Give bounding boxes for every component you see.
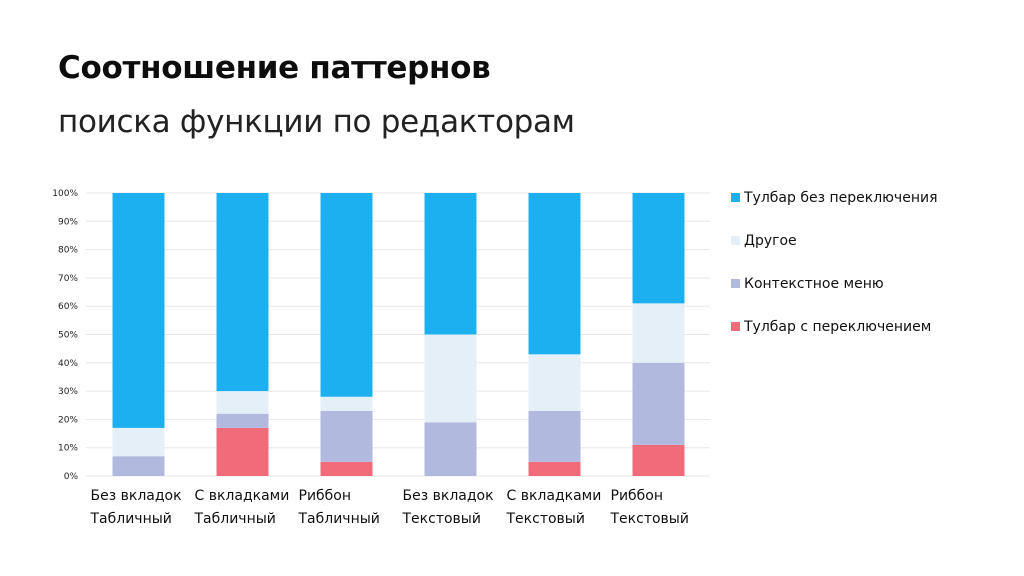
y-tick-label: 20%	[58, 415, 78, 425]
x-category-label: Риббон	[611, 488, 664, 504]
legend-swatch	[731, 236, 740, 245]
y-tick-label: 100%	[52, 189, 78, 199]
x-category-label: С вкладками	[195, 488, 290, 504]
y-tick-label: 30%	[58, 387, 78, 397]
legend-swatch	[731, 279, 740, 288]
chart-title: Соотношение паттернов	[58, 50, 491, 86]
bar-segment	[320, 461, 373, 476]
bar-segment	[320, 396, 373, 411]
bar-segment	[424, 193, 477, 335]
x-category-label: Текстовый	[506, 511, 585, 527]
bar-segment	[632, 303, 685, 363]
x-category-label: Без вкладок	[403, 488, 494, 504]
y-gridlines	[86, 192, 710, 477]
bar-segment	[528, 193, 581, 355]
bar-segment	[632, 362, 685, 445]
chart-subtitle: поиска функции по редакторам	[58, 104, 575, 140]
bar-segment	[320, 410, 373, 462]
bar-segment	[424, 334, 477, 423]
y-tick-label: 50%	[58, 331, 78, 341]
legend-swatch	[731, 322, 740, 331]
x-category-label: Текстовый	[402, 511, 481, 527]
y-tick-label: 80%	[58, 246, 78, 256]
bar-segment	[112, 193, 165, 428]
x-category-label: Табличный	[90, 511, 172, 527]
legend-label: Тулбар без переключения	[743, 190, 938, 206]
bar-segment	[632, 444, 685, 476]
bar-segment	[112, 427, 165, 457]
bar-segment	[424, 422, 477, 476]
x-category-label: Текстовый	[610, 511, 689, 527]
x-category-label: Риббон	[299, 488, 352, 504]
legend-swatch	[731, 193, 740, 202]
y-tick-label: 70%	[58, 274, 78, 284]
y-tick-label: 60%	[58, 302, 78, 312]
y-tick-label: 40%	[58, 359, 78, 369]
bar-segment	[216, 413, 269, 428]
bar-segment	[320, 193, 373, 397]
legend-label: Другое	[744, 233, 797, 249]
y-tick-label: 10%	[58, 444, 78, 454]
bar-segment	[216, 193, 269, 392]
bar-segment	[528, 354, 581, 411]
legend-label: Контекстное меню	[744, 276, 884, 292]
bar-segment	[216, 427, 269, 476]
bar-segment	[112, 456, 165, 476]
x-category-label: Табличный	[194, 511, 276, 527]
y-tick-label: 90%	[58, 217, 78, 227]
bar-segment	[216, 391, 269, 414]
x-category-label: Табличный	[298, 511, 380, 527]
x-category-label: С вкладками	[507, 488, 602, 504]
x-category-label: Без вкладок	[91, 488, 182, 504]
bar-segment	[528, 461, 581, 476]
legend-label: Тулбар с переключением	[743, 319, 931, 335]
bar-segment	[528, 410, 581, 462]
bar-segment	[632, 193, 685, 304]
y-tick-label: 0%	[64, 472, 79, 482]
